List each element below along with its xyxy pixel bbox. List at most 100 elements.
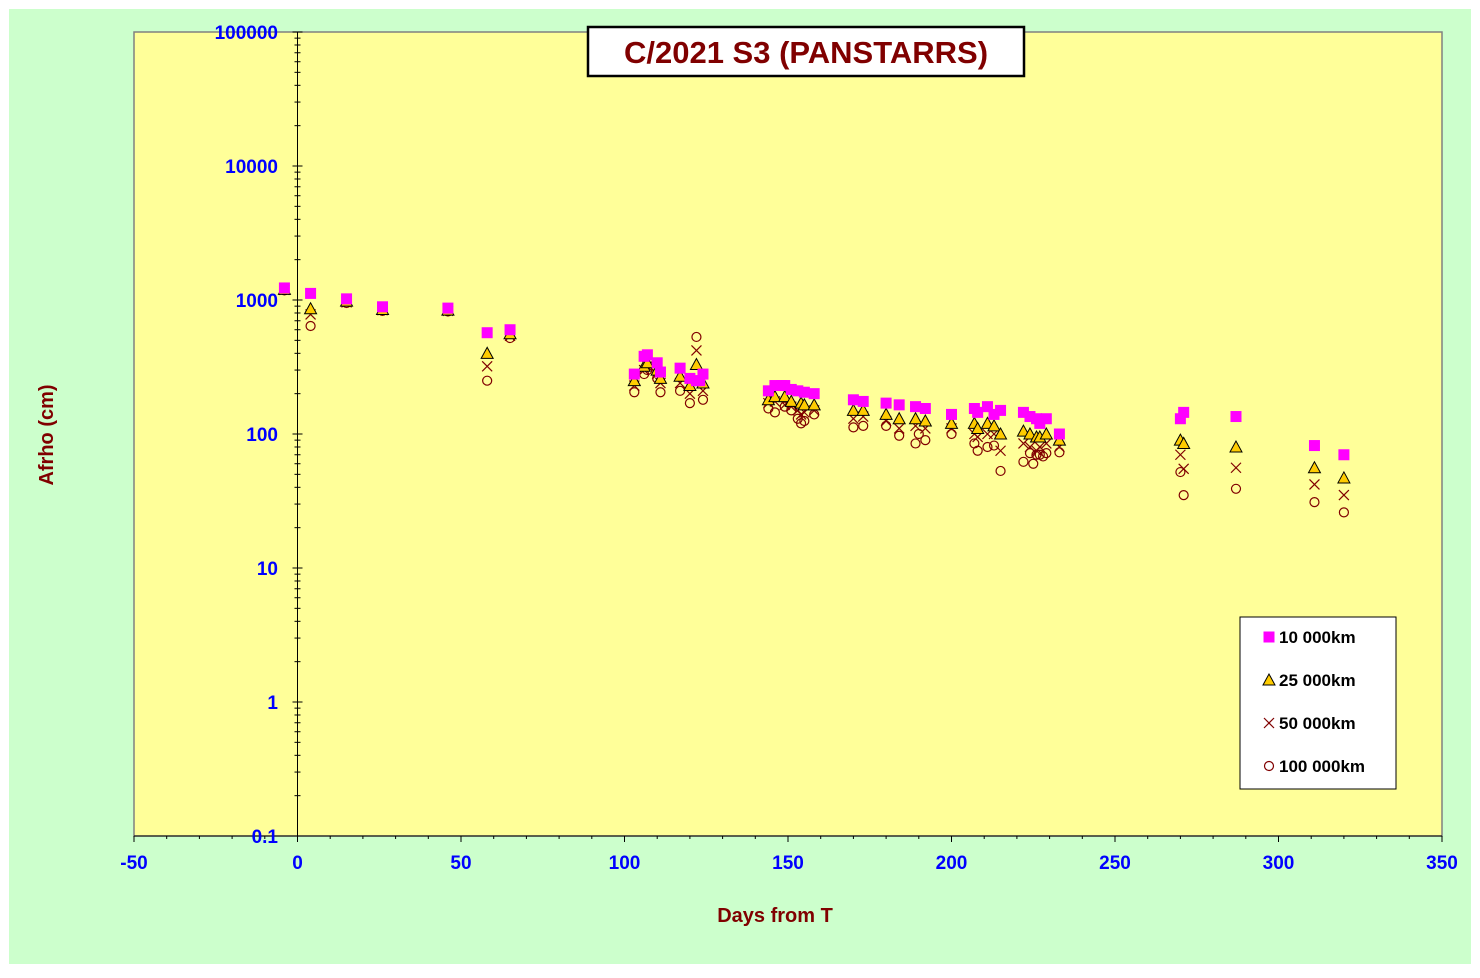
data-point-x xyxy=(1034,441,1046,453)
data-point-circle xyxy=(769,407,781,418)
data-point-x-stroke xyxy=(1174,449,1186,461)
data-point-circle xyxy=(305,320,316,332)
data-point-triangle xyxy=(673,369,687,382)
data-point-x xyxy=(481,360,493,372)
x-tick-label: 150 xyxy=(772,853,804,874)
data-point-square xyxy=(442,302,454,314)
data-point-triangle xyxy=(1023,426,1037,440)
data-point-circle xyxy=(1028,458,1039,469)
y-tick-label: 100 xyxy=(246,425,278,446)
data-point-square xyxy=(808,388,820,400)
data-point-x-stroke xyxy=(893,423,905,434)
data-point-triangle xyxy=(640,355,655,369)
data-point-square xyxy=(641,349,653,361)
y-tick-label: 10 xyxy=(257,559,278,580)
data-point-square xyxy=(481,327,493,339)
data-point-circle xyxy=(629,387,640,398)
data-point-circle xyxy=(697,394,709,405)
y-axis-label: Afrho (cm) xyxy=(36,384,58,485)
data-point-square xyxy=(981,401,993,413)
data-point-circle xyxy=(848,422,859,433)
x-tick-label: -50 xyxy=(120,853,147,874)
data-point-circle xyxy=(1018,456,1029,467)
data-point-square xyxy=(651,357,663,369)
data-point-triangle xyxy=(807,397,822,411)
data-point-square xyxy=(893,399,905,411)
series-triangle xyxy=(277,282,1351,484)
data-point-triangle xyxy=(627,373,642,387)
data-point-triangle xyxy=(303,301,318,315)
data-point-triangle xyxy=(1176,436,1191,449)
data-point-x xyxy=(1178,463,1190,475)
data-point-circle xyxy=(691,331,702,343)
legend-marker-circle xyxy=(1263,760,1275,772)
data-point-x xyxy=(1018,438,1029,449)
data-point-square xyxy=(946,408,957,420)
x-tick-label: 50 xyxy=(450,853,471,874)
x-tick-label: 200 xyxy=(936,853,968,874)
data-point-x xyxy=(893,423,905,434)
data-point-triangle xyxy=(1039,426,1054,440)
data-point-triangle xyxy=(892,411,907,425)
data-point-circle xyxy=(946,428,957,440)
data-point-circle xyxy=(858,420,869,431)
legend-label: 50 000km xyxy=(1279,714,1356,733)
data-point-triangle xyxy=(993,426,1008,440)
series-square xyxy=(278,282,1350,461)
data-point-circle xyxy=(1175,466,1186,478)
data-point-x-stroke xyxy=(1018,438,1029,449)
data-point-x-stroke xyxy=(1309,479,1320,490)
data-point-square xyxy=(654,366,666,378)
data-point-triangle xyxy=(1337,470,1351,484)
data-point-triangle xyxy=(797,397,812,411)
data-point-square xyxy=(880,397,892,409)
data-point-triangle xyxy=(908,411,923,425)
data-point-square xyxy=(995,404,1007,416)
data-point-square xyxy=(910,401,922,413)
data-point-square xyxy=(278,282,290,294)
data-point-x xyxy=(1024,441,1036,453)
data-point-x-stroke xyxy=(1024,441,1036,453)
legend-marker-triangle xyxy=(1262,672,1276,686)
data-point-x xyxy=(691,345,702,356)
data-point-circle xyxy=(684,398,696,409)
data-point-triangle xyxy=(944,416,959,429)
data-point-triangle xyxy=(1052,433,1067,446)
data-point-circle xyxy=(982,441,993,453)
legend-label: 10 000km xyxy=(1279,628,1356,647)
data-point-circle xyxy=(894,430,905,441)
data-point-square xyxy=(674,362,686,374)
data-point-circle xyxy=(655,387,666,398)
data-point-circle xyxy=(795,418,807,429)
legend-marker-x-stroke xyxy=(1263,717,1275,729)
data-point-circle xyxy=(1230,483,1242,494)
data-point-x xyxy=(795,408,807,420)
chart-title: C/2021 S3 (PANSTARRS) xyxy=(624,35,988,70)
data-point-square xyxy=(628,368,640,380)
data-point-circle xyxy=(988,440,1000,451)
data-point-square xyxy=(857,395,869,407)
data-point-square xyxy=(504,324,516,336)
data-point-triangle xyxy=(689,357,704,371)
data-point-triangle xyxy=(1307,460,1322,474)
data-point-x-stroke xyxy=(1034,441,1046,453)
data-points xyxy=(277,282,1351,518)
y-tick-label: 100000 xyxy=(215,23,278,44)
y-tick-label: 10000 xyxy=(225,157,278,178)
data-point-x-stroke xyxy=(1230,462,1242,474)
data-point-triangle xyxy=(987,418,1001,432)
plot-area xyxy=(133,31,1443,837)
data-point-square xyxy=(798,386,810,398)
legend-frame xyxy=(1239,616,1397,790)
data-point-triangle xyxy=(970,421,985,434)
x-tick-label: 0 xyxy=(292,853,303,874)
data-point-x-stroke xyxy=(1040,438,1052,449)
data-point-circle xyxy=(1041,448,1052,459)
data-point-square xyxy=(305,287,317,299)
data-point-triangle xyxy=(480,346,495,359)
legend: 10 000km 25 000km 50 000km 100 000km xyxy=(1239,616,1397,790)
data-point-triangle xyxy=(1229,439,1243,453)
data-point-square xyxy=(341,293,353,305)
